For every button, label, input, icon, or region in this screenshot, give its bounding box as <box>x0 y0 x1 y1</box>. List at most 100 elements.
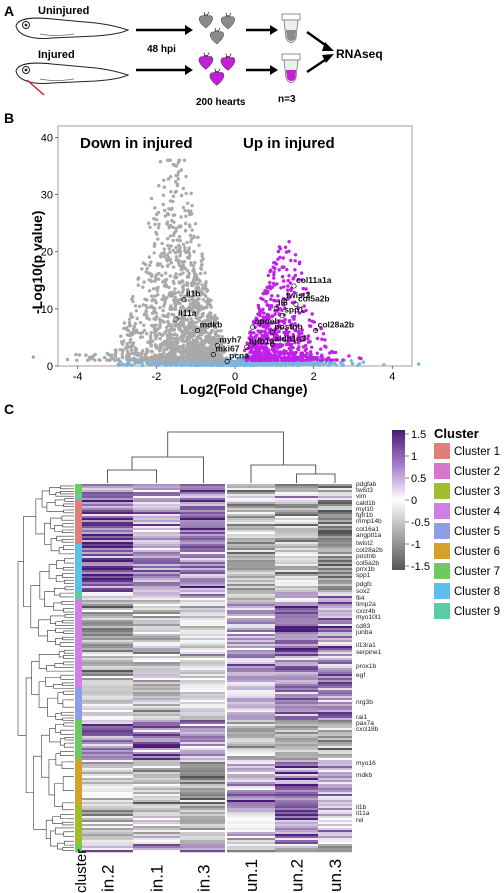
heatmap-cell <box>275 594 318 597</box>
colorbar-tick-label: 0.5 <box>411 473 426 485</box>
heatmap-cell <box>82 510 133 513</box>
heatmap-cell <box>227 848 275 851</box>
heatmap-cell <box>318 540 352 543</box>
heatmap-cell <box>133 626 180 629</box>
gene-row-label: prrx1b <box>356 566 375 573</box>
heatmap-cell <box>275 686 318 689</box>
heatmap-cell <box>318 612 352 615</box>
heatmap-cell <box>180 576 225 579</box>
heatmap-cell <box>227 806 275 809</box>
heatmap-cell <box>227 516 275 519</box>
volcano-point <box>264 331 268 335</box>
gene-row-label: il11a <box>356 810 370 817</box>
heatmap-cell <box>180 758 225 761</box>
heatmap-cell <box>133 606 180 609</box>
volcano-point <box>125 349 130 354</box>
heatmap-cell <box>82 594 133 597</box>
heatmap-cells <box>82 484 352 853</box>
heatmap-cell <box>133 654 180 657</box>
heatmap-cell <box>82 586 133 589</box>
heatmap-cell <box>180 694 225 697</box>
heatmap-cell <box>227 682 275 685</box>
volcano-point <box>211 340 216 345</box>
volcano-point <box>196 335 200 339</box>
heatmap-cell <box>275 814 318 817</box>
heatmap-cell <box>180 536 225 539</box>
heatmap-cell <box>275 664 318 667</box>
heatmap-cell <box>318 742 352 745</box>
heart-icon <box>220 55 236 71</box>
x-tick-label: 4 <box>389 371 395 383</box>
heatmap-cell <box>275 604 318 607</box>
heatmap-cell <box>318 684 352 687</box>
heatmap-cell <box>82 746 133 749</box>
volcano-point <box>382 363 386 367</box>
heatmap-cell <box>275 550 318 553</box>
heatmap-cell <box>180 832 225 835</box>
volcano-point <box>190 212 194 216</box>
volcano-point <box>323 344 327 348</box>
heatmap-cell <box>275 622 318 625</box>
volcano-point <box>160 353 164 357</box>
heatmap-cell <box>133 684 180 687</box>
heatmap-cell <box>133 728 180 731</box>
heatmap-cell <box>275 534 318 537</box>
heatmap-cell <box>227 488 275 491</box>
heatmap-cell <box>318 532 352 535</box>
volcano-point <box>214 362 218 367</box>
heatmap-cell <box>275 586 318 589</box>
heatmap-cell <box>180 656 225 659</box>
heatmap-cell <box>227 772 275 775</box>
heatmap-cell <box>318 728 352 731</box>
volcano-point <box>155 333 159 337</box>
heatmap-cell <box>82 848 133 851</box>
heatmap-cell <box>180 848 225 851</box>
heatmap-cell <box>133 504 180 507</box>
heatmap-cell <box>180 716 225 719</box>
heatmap-cell <box>133 540 180 543</box>
volcano-point <box>162 304 166 308</box>
heatmap-cell <box>227 532 275 535</box>
heatmap-cell <box>180 638 225 641</box>
heatmap-cell <box>227 538 275 541</box>
heatmap-cell <box>275 642 318 645</box>
volcano-point <box>163 214 168 218</box>
volcano-point <box>262 351 267 355</box>
heatmap-cell <box>82 842 133 845</box>
volcano-point <box>154 317 158 322</box>
heatmap-cell <box>133 702 180 705</box>
volcano-point <box>283 245 288 249</box>
heatmap-cell <box>180 614 225 617</box>
heatmap-cell <box>82 622 133 625</box>
volcano-point <box>270 331 275 335</box>
heatmap-cell <box>318 664 352 667</box>
heatmap-cell <box>318 652 352 655</box>
volcano-point <box>186 346 191 351</box>
heatmap-cell <box>227 616 275 619</box>
gene-row-label: mdkb <box>356 772 372 779</box>
volcano-point <box>171 279 175 284</box>
heatmap-cell <box>227 502 275 505</box>
heatmap-cell <box>82 678 133 681</box>
heatmap-cell <box>180 794 225 797</box>
heatmap-cell <box>82 760 133 763</box>
cluster-legend-label: Cluster 6 <box>454 546 500 558</box>
volcano-point <box>272 353 276 357</box>
volcano-point <box>151 297 155 302</box>
volcano-point <box>178 254 182 258</box>
heatmap-cell <box>318 498 352 501</box>
heatmap-cell <box>227 650 275 653</box>
heatmap-cell <box>275 582 318 585</box>
heatmap-cell <box>133 498 180 501</box>
heatmap-cell <box>227 816 275 819</box>
heatmap-cell <box>318 488 352 491</box>
heatmap-cell <box>180 704 225 707</box>
heatmap-cell <box>180 668 225 671</box>
heatmap-cell <box>133 548 180 551</box>
volcano-point <box>250 348 254 353</box>
heatmap-cell <box>180 842 225 845</box>
heatmap-cell <box>180 540 225 543</box>
volcano-point <box>161 308 165 313</box>
volcano-point <box>182 283 186 287</box>
